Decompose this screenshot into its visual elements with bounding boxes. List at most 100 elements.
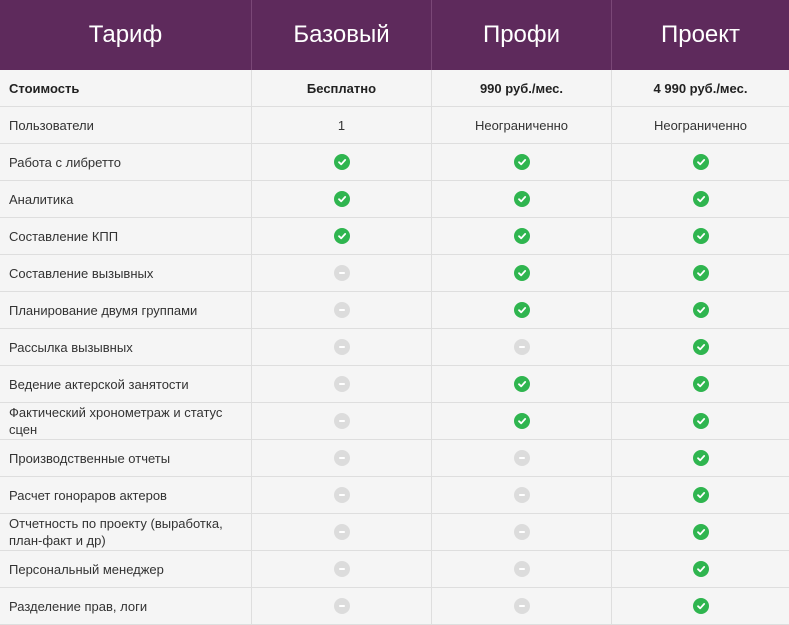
check-icon <box>513 228 530 244</box>
feature-cell-pro <box>432 514 612 550</box>
feature-cell-basic <box>252 551 432 587</box>
unavailable-icon <box>513 561 530 577</box>
feature-label: Рассылка вызывных <box>0 329 252 365</box>
header-plan-basic: Базовый <box>252 0 432 70</box>
feature-row: Разделение прав, логи <box>0 588 789 625</box>
feature-cell-project <box>612 329 789 365</box>
check-icon <box>692 265 709 281</box>
feature-cell-basic <box>252 403 432 439</box>
feature-cell-pro <box>432 366 612 402</box>
feature-row: Составление КПП <box>0 218 789 255</box>
feature-row: Персональный менеджер <box>0 551 789 588</box>
feature-cell-basic <box>252 366 432 402</box>
feature-cell-pro <box>432 477 612 513</box>
check-icon <box>692 339 709 355</box>
feature-cell-basic <box>252 329 432 365</box>
unavailable-icon <box>333 376 350 392</box>
feature-label: Фактический хронометраж и статус сцен <box>0 403 252 439</box>
check-icon <box>692 154 709 170</box>
price-row: Стоимость Бесплатно 990 руб./мес. 4 990 … <box>0 70 789 107</box>
check-icon <box>513 265 530 281</box>
feature-cell-project <box>612 588 789 624</box>
users-row: Пользователи 1 Неограниченно Неограничен… <box>0 107 789 144</box>
feature-cell-project <box>612 218 789 254</box>
users-project: Неограниченно <box>653 117 748 133</box>
feature-cell-pro <box>432 551 612 587</box>
feature-cell-pro <box>432 329 612 365</box>
check-icon <box>692 524 709 540</box>
check-icon <box>333 228 350 244</box>
feature-cell-pro <box>432 440 612 476</box>
feature-cell-project <box>612 514 789 550</box>
feature-label: Работа с либретто <box>0 144 252 180</box>
feature-cell-project <box>612 551 789 587</box>
unavailable-icon <box>513 598 530 614</box>
feature-label: Ведение актерской занятости <box>0 366 252 402</box>
feature-cell-pro <box>432 292 612 328</box>
price-pro: 990 руб./мес. <box>432 70 612 106</box>
price-basic: Бесплатно <box>252 70 432 106</box>
unavailable-icon <box>513 487 530 503</box>
unavailable-icon <box>513 339 530 355</box>
feature-cell-pro <box>432 403 612 439</box>
unavailable-icon <box>333 450 350 466</box>
feature-cell-project <box>612 440 789 476</box>
unavailable-icon <box>333 265 350 281</box>
header-plan-project: Проект <box>660 21 741 48</box>
feature-cell-pro <box>432 255 612 291</box>
feature-cell-basic <box>252 588 432 624</box>
check-icon <box>692 487 709 503</box>
feature-cell-pro <box>432 144 612 180</box>
feature-row: Аналитика <box>0 181 789 218</box>
unavailable-icon <box>333 413 350 429</box>
feature-cell-pro <box>432 218 612 254</box>
feature-cell-pro <box>432 181 612 217</box>
unavailable-icon <box>333 302 350 318</box>
unavailable-icon <box>333 598 350 614</box>
feature-cell-basic <box>252 292 432 328</box>
unavailable-icon <box>333 561 350 577</box>
unavailable-icon <box>333 339 350 355</box>
check-icon <box>692 228 709 244</box>
feature-cell-basic <box>252 440 432 476</box>
unavailable-icon <box>513 524 530 540</box>
feature-label: Составление КПП <box>0 218 252 254</box>
feature-cell-project <box>612 366 789 402</box>
check-icon <box>692 376 709 392</box>
feature-cell-project <box>612 255 789 291</box>
check-icon <box>513 302 530 318</box>
feature-label: Производственные отчеты <box>0 440 252 476</box>
feature-row: Фактический хронометраж и статус сцен <box>0 403 789 440</box>
feature-label: Планирование двумя группами <box>0 292 252 328</box>
check-icon <box>513 376 530 392</box>
feature-cell-basic <box>252 144 432 180</box>
price-label: Стоимость <box>0 70 252 106</box>
feature-row: Производственные отчеты <box>0 440 789 477</box>
feature-row: Отчетность по проекту (выработка, план-ф… <box>0 514 789 551</box>
check-icon <box>692 561 709 577</box>
feature-rows: Работа с либретто Аналитика Составление КП… <box>0 144 789 625</box>
unavailable-icon <box>333 487 350 503</box>
feature-cell-project <box>612 477 789 513</box>
check-icon <box>513 191 530 207</box>
feature-cell-project <box>612 292 789 328</box>
users-basic: 1 <box>252 107 432 143</box>
pricing-header: Тариф Базовый Профи Проект <box>0 0 789 70</box>
feature-row: Составление вызывных <box>0 255 789 292</box>
unavailable-icon <box>333 524 350 540</box>
feature-cell-project <box>612 144 789 180</box>
feature-row: Рассылка вызывных <box>0 329 789 366</box>
feature-cell-basic <box>252 477 432 513</box>
feature-cell-project <box>612 181 789 217</box>
feature-label: Аналитика <box>0 181 252 217</box>
feature-label: Персональный менеджер <box>0 551 252 587</box>
header-tariff-label: Тариф <box>0 0 252 70</box>
feature-cell-basic <box>252 514 432 550</box>
feature-cell-project <box>612 403 789 439</box>
feature-cell-basic <box>252 218 432 254</box>
feature-cell-pro <box>432 588 612 624</box>
feature-label: Расчет гонораров актеров <box>0 477 252 513</box>
users-label: Пользователи <box>0 107 252 143</box>
check-icon <box>333 191 350 207</box>
